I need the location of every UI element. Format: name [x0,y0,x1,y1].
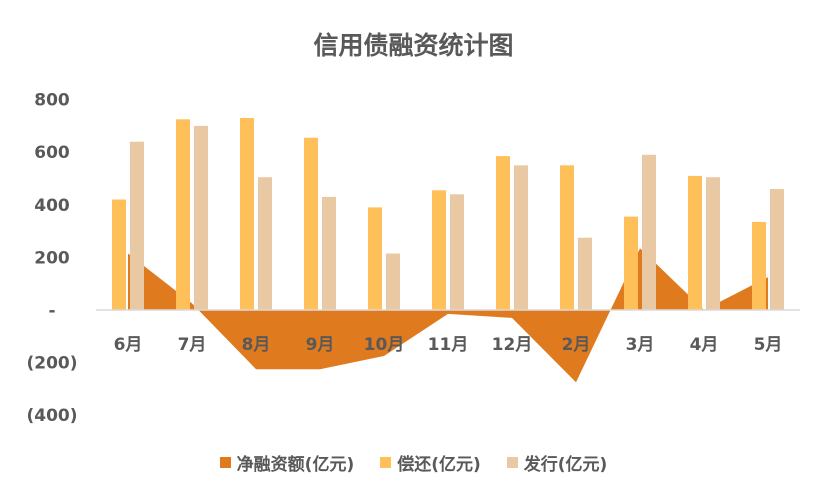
repayment-bar [240,118,254,310]
repayment-bar [432,190,446,310]
legend-label-net-financing: 净融资额(亿元) [236,455,355,475]
issuance-bar [322,196,336,310]
issuance-bar [130,141,144,310]
x-tick-label: 5月 [754,335,783,355]
repayment-bar [752,221,766,310]
y-tick-label: 400 [34,196,70,216]
repayment-bar [304,137,318,310]
legend-swatch-repayment [380,457,392,468]
chart-title: 信用债融资统计图 [313,31,514,60]
repayment-bar [176,119,190,310]
x-tick-label: 8月 [242,335,271,355]
x-tick-label: 3月 [626,335,655,355]
issuance-bar [258,177,272,310]
legend-item-issuance: 发行(亿元) [506,450,608,475]
y-tick-label: (400) [26,406,77,426]
legend-item-net-financing: 净融资额(亿元) [219,450,355,475]
x-tick-label: 4月 [690,335,719,355]
y-tick-label: - [48,301,55,321]
y-tick-label: 200 [34,248,70,268]
issuance-bar [578,237,592,310]
issuance-bar [450,194,464,310]
legend-item-repayment: 偿还(亿元) [380,450,481,475]
x-tick-label: 2月 [562,335,591,355]
y-tick-label: 800 [34,91,70,111]
issuance-bar [386,253,400,310]
legend-label-issuance: 发行(亿元) [523,455,608,475]
repayment-bar [368,207,382,310]
legend-swatch-issuance [506,457,518,468]
legend-label-repayment: 偿还(亿元) [397,455,481,475]
repayment-bar [560,165,574,310]
repayment-bar [688,175,702,310]
x-tick-label: 10月 [364,335,405,355]
x-tick-label: 9月 [306,335,335,355]
legend-swatch-net-financing [219,457,231,468]
net-financing-area [128,248,768,383]
issuance-bar [706,177,720,310]
repayment-bar [624,216,638,310]
x-tick-label: 11月 [428,335,469,355]
x-tick-label: 12月 [492,335,533,355]
issuance-bar [514,165,528,310]
legend: 净融资额(亿元) 偿还(亿元) 发行(亿元) [0,450,827,475]
issuance-bar [194,125,208,311]
x-tick-label: 6月 [114,335,143,355]
repayment-bar [496,156,510,310]
issuance-bar [770,189,784,310]
x-tick-label: 7月 [178,335,207,355]
repayment-bar [112,199,126,310]
y-tick-label: 600 [34,143,70,163]
y-tick-label: (200) [26,354,77,374]
issuance-bar [642,154,656,310]
